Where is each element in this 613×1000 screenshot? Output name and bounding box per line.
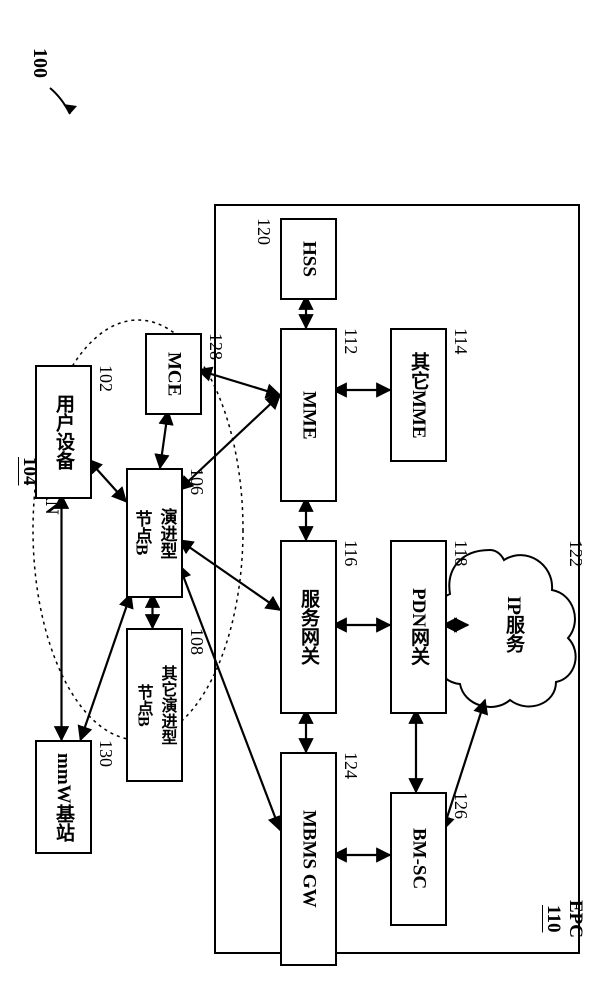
ipsvc-text: IP服务 bbox=[503, 596, 524, 653]
mbmsgw-text: MBMS GW bbox=[298, 810, 320, 908]
figure-ref-num: 100 bbox=[29, 48, 51, 78]
oenb-text: 其它演进型 节点B bbox=[131, 665, 179, 745]
node-enb: 演进型 节点B bbox=[126, 468, 183, 598]
bmsc-num: 126 bbox=[450, 792, 471, 819]
omme-num-text: 114 bbox=[451, 328, 471, 354]
node-hss: HSS bbox=[280, 218, 337, 300]
enb-text: 演进型 节点B bbox=[130, 508, 180, 559]
omme-num: 114 bbox=[450, 328, 471, 354]
hss-num-text: 120 bbox=[254, 218, 274, 245]
bmsc-num-text: 126 bbox=[451, 792, 471, 819]
sgw-num: 116 bbox=[340, 540, 361, 566]
mmw-num-text: 130 bbox=[96, 740, 116, 767]
node-omme: 其它MME bbox=[390, 328, 447, 462]
node-bmsc: BM-SC bbox=[390, 792, 447, 926]
ue-num-text: 102 bbox=[96, 365, 116, 392]
ipsvc-text-container: IP服务 bbox=[500, 596, 527, 653]
figure-ref: 100 bbox=[28, 48, 51, 78]
mmw-text: mmW基站 bbox=[50, 753, 77, 842]
pdngw-num-text: 118 bbox=[451, 540, 471, 566]
bmsc-text: BM-SC bbox=[408, 828, 430, 889]
omme-text: 其它MME bbox=[405, 352, 432, 439]
mbmsgw-num-text: 124 bbox=[341, 752, 361, 779]
hss-text: HSS bbox=[298, 241, 320, 277]
mmw-num: 130 bbox=[95, 740, 116, 767]
ipsvc-num-text: 122 bbox=[566, 540, 586, 567]
ue-num: 102 bbox=[95, 365, 116, 392]
mme-text: MME bbox=[298, 391, 320, 440]
mme-num-text: 112 bbox=[341, 328, 361, 354]
mbmsgw-num: 124 bbox=[340, 752, 361, 779]
node-mmw: mmW基站 bbox=[35, 740, 92, 854]
sgw-text: 服务网关 bbox=[295, 589, 322, 665]
mce-num-text: 128 bbox=[206, 333, 226, 360]
enb-num: 106 bbox=[186, 468, 207, 495]
node-sgw: 服务网关 bbox=[280, 540, 337, 714]
node-mbmsgw: MBMS GW bbox=[280, 752, 337, 966]
mce-num: 128 bbox=[205, 333, 226, 360]
ipsvc-num: 122 bbox=[565, 540, 586, 567]
oenb-num: 108 bbox=[186, 628, 207, 655]
pdngw-text: PDN网关 bbox=[405, 588, 432, 665]
pdngw-num: 118 bbox=[450, 540, 471, 566]
epc-label: EPC 110 bbox=[542, 900, 586, 938]
node-oenb: 其它演进型 节点B bbox=[126, 628, 183, 782]
node-mce: MCE bbox=[145, 333, 202, 415]
enb-num-text: 106 bbox=[187, 468, 207, 495]
epc-text: EPC bbox=[565, 900, 586, 938]
mce-text: MCE bbox=[163, 352, 185, 396]
hss-num: 120 bbox=[253, 218, 274, 245]
mme-num: 112 bbox=[340, 328, 361, 354]
node-ue: 用户设备 bbox=[35, 365, 92, 499]
epc-num: 110 bbox=[543, 905, 564, 932]
oenb-num-text: 108 bbox=[187, 628, 207, 655]
ue-text: 用户设备 bbox=[50, 394, 77, 470]
node-mme: MME bbox=[280, 328, 337, 502]
node-pdngw: PDN网关 bbox=[390, 540, 447, 714]
sgw-num-text: 116 bbox=[341, 540, 361, 566]
